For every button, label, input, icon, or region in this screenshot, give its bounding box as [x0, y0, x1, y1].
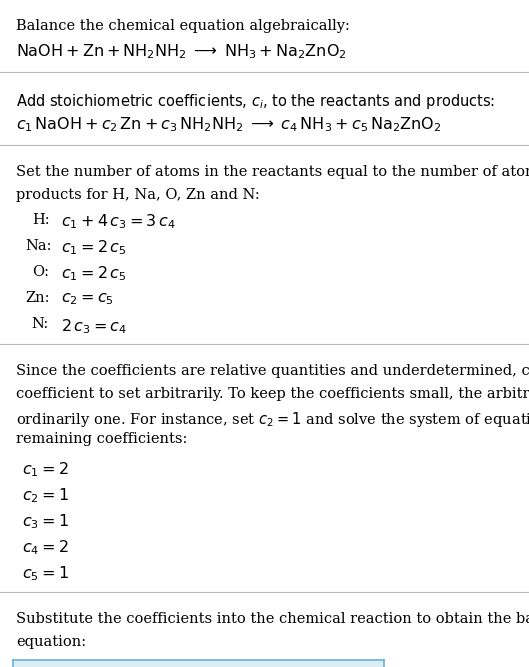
Text: $c_5 = 1$: $c_5 = 1$ — [22, 565, 69, 584]
Text: Add stoichiometric coefficients, $c_i$, to the reactants and products:: Add stoichiometric coefficients, $c_i$, … — [16, 92, 495, 111]
Text: Substitute the coefficients into the chemical reaction to obtain the balanced: Substitute the coefficients into the che… — [16, 612, 529, 626]
Text: Since the coefficients are relative quantities and underdetermined, choose a: Since the coefficients are relative quan… — [16, 364, 529, 378]
Text: $c_1 = 2$: $c_1 = 2$ — [22, 460, 69, 479]
Text: equation:: equation: — [16, 635, 86, 649]
Text: $c_1 = 2\,c_5$: $c_1 = 2\,c_5$ — [61, 239, 126, 257]
Text: $c_2 = 1$: $c_2 = 1$ — [22, 486, 69, 505]
Text: ordinarily one. For instance, set $c_2 = 1$ and solve the system of equations fo: ordinarily one. For instance, set $c_2 =… — [16, 410, 529, 429]
Text: O:: O: — [32, 265, 49, 279]
Text: coefficient to set arbitrarily. To keep the coefficients small, the arbitrary va: coefficient to set arbitrarily. To keep … — [16, 387, 529, 401]
Text: N:: N: — [32, 317, 49, 331]
Text: $c_4 = 2$: $c_4 = 2$ — [22, 539, 69, 558]
Text: products for H, Na, O, Zn and N:: products for H, Na, O, Zn and N: — [16, 187, 260, 201]
Text: remaining coefficients:: remaining coefficients: — [16, 432, 187, 446]
Text: $c_1 = 2\,c_5$: $c_1 = 2\,c_5$ — [61, 265, 126, 283]
Text: $c_1\,\mathrm{NaOH} + c_2\,\mathrm{Zn} + c_3\,\mathrm{NH_2NH_2} \;\longrightarro: $c_1\,\mathrm{NaOH} + c_2\,\mathrm{Zn} +… — [16, 115, 442, 134]
Text: $c_3 = 1$: $c_3 = 1$ — [22, 513, 69, 532]
Text: $c_2 = c_5$: $c_2 = c_5$ — [61, 291, 114, 307]
Text: H:: H: — [32, 213, 49, 227]
Text: $2\,c_3 = c_4$: $2\,c_3 = c_4$ — [61, 317, 127, 336]
Text: Zn:: Zn: — [25, 291, 50, 305]
Text: $c_1 + 4\,c_3 = 3\,c_4$: $c_1 + 4\,c_3 = 3\,c_4$ — [61, 213, 176, 231]
Text: Balance the chemical equation algebraically:: Balance the chemical equation algebraica… — [16, 19, 350, 33]
Text: Set the number of atoms in the reactants equal to the number of atoms in the: Set the number of atoms in the reactants… — [16, 165, 529, 179]
Text: Na:: Na: — [25, 239, 52, 253]
Text: $\mathrm{NaOH + Zn + NH_2NH_2 \;\longrightarrow\; NH_3 + Na_2ZnO_2}$: $\mathrm{NaOH + Zn + NH_2NH_2 \;\longrig… — [16, 43, 346, 61]
